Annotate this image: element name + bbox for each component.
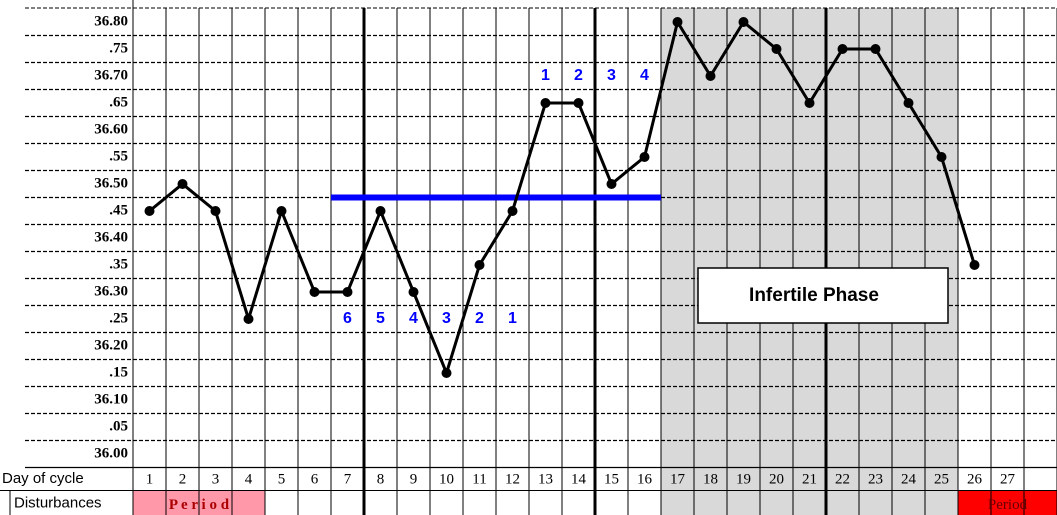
y-tick-label: 36.10	[94, 391, 128, 407]
y-tick-label: .75	[109, 40, 128, 56]
temperature-point	[639, 152, 650, 162]
x-tick-label: 16	[637, 471, 653, 487]
disturbance-text: P e r i o d	[169, 497, 230, 513]
count-label: 3	[607, 67, 616, 84]
x-tick-label: 1	[146, 471, 154, 487]
count-label: 5	[376, 310, 385, 327]
x-tick-label: 24	[901, 471, 917, 487]
x-tick-label: 5	[278, 471, 286, 487]
x-tick-label: 23	[868, 471, 883, 487]
disturbance-box	[958, 490, 1057, 515]
count-label: 4	[409, 310, 418, 327]
y-tick-label: 36.80	[94, 13, 128, 29]
temperature-point	[375, 206, 386, 216]
x-tick-label: 9	[410, 471, 418, 487]
count-label: 1	[508, 310, 517, 327]
temperature-point	[507, 206, 518, 216]
x-tick-label: 2	[179, 471, 187, 487]
x-tick-label: 13	[538, 471, 553, 487]
y-tick-label: .25	[109, 310, 128, 326]
temperature-point	[342, 287, 353, 297]
temperature-point	[573, 98, 584, 108]
temperature-point	[210, 206, 221, 216]
x-tick-label: 6	[311, 471, 319, 487]
y-tick-label: 36.30	[94, 283, 128, 299]
x-tick-label: 20	[769, 471, 784, 487]
x-tick-label: 21	[802, 471, 817, 487]
y-tick-label: 36.50	[94, 175, 128, 191]
temperature-point	[606, 179, 617, 189]
x-tick-label: 22	[835, 471, 850, 487]
temperature-line	[148, 18, 976, 378]
x-tick-label: 14	[571, 471, 587, 487]
count-label: 2	[475, 310, 484, 327]
count-label: 4	[640, 67, 649, 84]
temperature-point	[177, 179, 188, 189]
count-label: 2	[574, 67, 583, 84]
y-tick-label: .15	[109, 364, 128, 380]
row-label: Disturbances	[14, 495, 102, 512]
temperature-point	[969, 260, 980, 270]
y-tick-label: 36.60	[94, 121, 128, 137]
temperature-point	[705, 71, 716, 81]
temperature-point	[672, 17, 683, 27]
x-tick-label: 19	[736, 471, 751, 487]
x-tick-label: 10	[439, 471, 454, 487]
x-tick-label: 12	[505, 471, 520, 487]
x-axis-label: Day of cycle	[2, 470, 84, 487]
x-tick-label: 17	[670, 471, 686, 487]
x-tick-label: 27	[1000, 471, 1016, 487]
temperature-point	[441, 368, 452, 378]
y-tick-label: 36.20	[94, 337, 128, 353]
x-tick-label: 8	[377, 471, 385, 487]
temperature-point	[243, 314, 254, 324]
phase-box	[697, 267, 949, 324]
temperature-point	[540, 98, 551, 108]
x-tick-label: 15	[604, 471, 619, 487]
y-tick-label: .35	[109, 256, 128, 272]
temperature-point	[936, 152, 947, 162]
x-tick-label: 4	[245, 471, 253, 487]
temperature-point	[144, 206, 155, 216]
count-label: 1	[541, 67, 550, 84]
infertile-shading	[661, 8, 958, 515]
temperature-point	[309, 287, 320, 297]
temperature-point	[771, 44, 782, 54]
temperature-point	[408, 287, 419, 297]
x-tick-label: 11	[472, 471, 486, 487]
disturbance-text: Period	[988, 497, 1028, 513]
temperature-point	[804, 98, 815, 108]
temperature-point	[837, 44, 848, 54]
x-tick-label: 18	[703, 471, 718, 487]
temperature-point	[870, 44, 881, 54]
temperature-point	[276, 206, 287, 216]
y-tick-label: .65	[109, 94, 128, 110]
temperature-point	[903, 98, 914, 108]
y-tick-label: .45	[109, 202, 128, 218]
y-tick-label: 36.70	[94, 67, 128, 83]
temperature-point	[738, 17, 749, 27]
x-tick-label: 3	[212, 471, 220, 487]
y-tick-label: 36.40	[94, 229, 128, 245]
x-tick-label: 7	[344, 471, 352, 487]
y-tick-label: .55	[109, 148, 128, 164]
x-tick-label: 25	[934, 471, 949, 487]
count-label: 3	[442, 310, 451, 327]
temperature-point	[474, 260, 485, 270]
y-tick-label: .05	[109, 418, 128, 434]
y-tick-label: 36.00	[94, 445, 128, 461]
count-label: 6	[343, 310, 352, 327]
phase-label: Infertile Phase	[749, 285, 879, 306]
x-tick-label: 26	[967, 471, 983, 487]
